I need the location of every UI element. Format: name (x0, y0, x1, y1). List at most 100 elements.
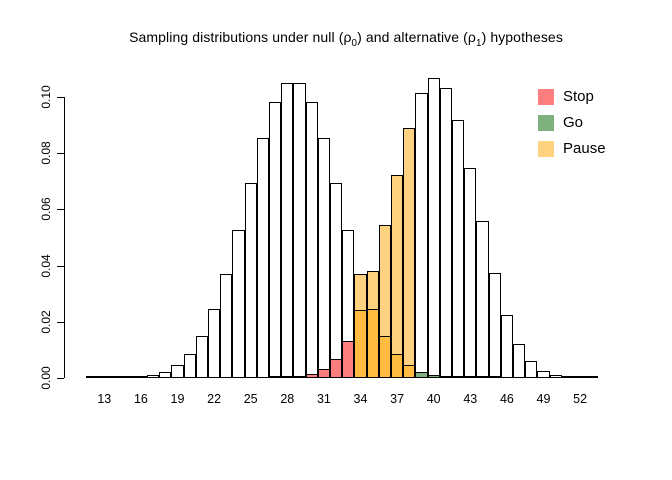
bar-null-go-43 (464, 376, 477, 378)
bar-alt-stop-30 (305, 373, 318, 378)
bar-null-14 (110, 376, 123, 378)
bar-null-16 (134, 376, 147, 378)
bar-null-24 (232, 230, 245, 378)
x-axis-labels: 13 16 19 22 25 28 31 34 37 40 43 46 49 52 (86, 392, 599, 412)
bar-null-30 (305, 102, 318, 378)
x-axis-tick-label: 43 (463, 392, 478, 406)
bar-null-18 (159, 371, 172, 378)
bar-alt-53 (586, 376, 599, 378)
y-axis-tick-label: 0.10 (39, 85, 53, 109)
title-segment-3: 1 (476, 37, 482, 49)
x-axis-tick-label: 16 (133, 392, 148, 406)
bar-null-19 (171, 365, 184, 378)
y-axis-tick-label: 0.08 (39, 141, 53, 165)
x-axis-tick-label: 49 (536, 392, 551, 406)
y-axis-tick (57, 321, 64, 323)
x-axis-tick-label: 34 (353, 392, 368, 406)
legend-label: Pause (563, 140, 606, 157)
bar-alt-47 (513, 344, 526, 378)
x-axis-tick-label: 31 (316, 392, 331, 406)
bar-null-28 (281, 82, 294, 378)
legend-swatch-go (538, 115, 554, 131)
bar-null-32 (330, 183, 343, 378)
bar-alt-43 (464, 168, 477, 378)
bar-alt-49 (537, 370, 550, 378)
bar-pause-38 (403, 128, 416, 378)
legend-swatch-pause (538, 141, 554, 157)
y-axis-tick-label: 0.00 (39, 366, 53, 390)
bar-alt-52 (574, 376, 587, 378)
x-axis-tick-label: 46 (499, 392, 514, 406)
bar-alt-42 (452, 119, 465, 378)
bar-pause-overlap-35 (366, 309, 379, 378)
y-axis-tick (57, 97, 64, 98)
plot-area (86, 77, 599, 378)
legend-swatch-stop (538, 89, 554, 105)
x-axis-tick-label: 52 (573, 392, 588, 406)
legend-label: Stop (563, 88, 594, 105)
y-axis-tick-label: 0.06 (39, 197, 53, 222)
bar-null-21 (195, 336, 208, 378)
y-axis-line (64, 97, 65, 378)
bar-null-15 (122, 376, 135, 378)
bar-null-go-42 (452, 376, 465, 378)
bar-null-go-44 (476, 376, 489, 378)
bar-pause-overlap-37 (391, 354, 404, 378)
bar-pause-overlap-38 (403, 365, 416, 378)
bar-null-23 (220, 273, 233, 378)
x-axis-tick-label: 22 (207, 392, 222, 406)
legend: Stop Go Pause (538, 87, 606, 165)
bar-alt-41 (439, 88, 452, 378)
bar-pause-overlap-34 (354, 309, 367, 378)
bar-alt-51 (561, 376, 574, 378)
y-axis-tick (57, 209, 64, 211)
bar-null-20 (183, 354, 196, 378)
legend-item-stop: Stop (538, 87, 606, 107)
bar-alt-44 (476, 221, 489, 378)
title-segment-2: ) and alternative (ρ (357, 29, 476, 45)
bar-alt-stop-27 (269, 376, 282, 378)
y-axis-tick-label: 0.02 (39, 310, 53, 334)
legend-label: Go (563, 114, 584, 131)
bar-null-27 (269, 102, 282, 378)
y-axis-tick (57, 265, 64, 267)
chart-title: Sampling distributions under null (ρ0) a… (20, 29, 672, 49)
bar-pause-overlap-36 (378, 336, 391, 378)
x-axis-tick-label: 40 (426, 392, 441, 406)
bar-alt-39 (415, 93, 428, 378)
y-axis-tick-label: 0.04 (39, 253, 53, 278)
legend-item-pause: Pause (538, 139, 606, 159)
bar-alt-40 (427, 78, 440, 378)
bar-null-12 (86, 376, 99, 378)
bar-alt-50 (549, 374, 562, 378)
bar-alt-stop-32 (330, 358, 343, 378)
x-axis-tick-label: 28 (280, 392, 295, 406)
legend-item-go: Go (538, 113, 606, 133)
x-axis-tick-label: 19 (170, 392, 185, 406)
x-axis-tick-label: 37 (390, 392, 405, 406)
bar-null-go-40 (427, 375, 440, 378)
x-axis-tick-label: 13 (97, 392, 112, 406)
bar-null-29 (293, 82, 306, 378)
bar-null-go-41 (439, 376, 452, 378)
bar-null-22 (208, 309, 221, 378)
bar-null-go-45 (488, 376, 501, 378)
bar-null-go-39 (415, 371, 428, 378)
bar-null-26 (256, 138, 269, 378)
bar-null-31 (317, 138, 330, 378)
title-segment-0: Sampling distributions under null (ρ (129, 29, 352, 45)
y-axis-tick (57, 378, 64, 379)
bar-null-25 (244, 183, 257, 378)
title-segment-1: 0 (351, 37, 358, 49)
bar-alt-stop-29 (293, 375, 306, 378)
bar-alt-46 (500, 315, 513, 378)
bar-alt-45 (488, 272, 501, 378)
y-axis-tick (57, 153, 64, 155)
bar-alt-stop-31 (317, 369, 330, 378)
bar-alt-stop-28 (281, 376, 294, 378)
bar-null-17 (147, 375, 160, 378)
bar-null-13 (98, 376, 111, 378)
bar-alt-stop-33 (342, 341, 355, 378)
bar-pause-37 (391, 175, 404, 378)
x-axis-tick-label: 25 (243, 392, 258, 406)
